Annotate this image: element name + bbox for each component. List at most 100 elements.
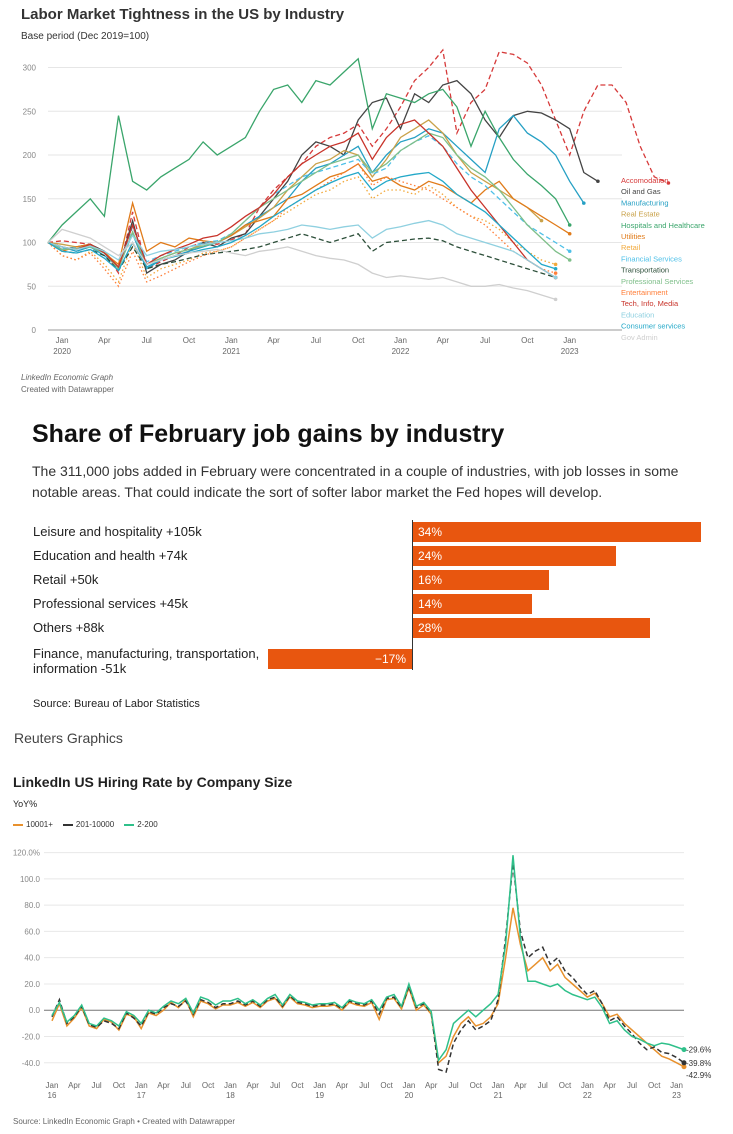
- x-tick-year: 22: [583, 1091, 592, 1100]
- bar-category-label: Others +88k: [33, 620, 104, 635]
- x-tick-label: Jan: [492, 1081, 505, 1090]
- series-end-dot: [567, 231, 572, 236]
- chart2-description: The 311,000 jobs added in February were …: [32, 463, 679, 500]
- chart1-subtitle: Base period (Dec 2019=100): [21, 31, 150, 42]
- x-tick-label: Jan: [670, 1081, 683, 1090]
- bar-value-label: 14%: [418, 597, 443, 611]
- y-tick-label: 100: [23, 239, 37, 248]
- series-end-dot: [567, 249, 572, 254]
- series-end-dot: [567, 258, 572, 262]
- x-tick-label: Oct: [113, 1081, 126, 1090]
- x-tick-year: 18: [226, 1091, 235, 1100]
- x-tick-label: Apr: [514, 1081, 527, 1090]
- chart1-credit: Created with Datawrapper: [21, 385, 114, 394]
- x-tick-year: 2020: [53, 347, 71, 356]
- y-tick-label: 20.0: [24, 980, 40, 989]
- y-tick-label: 150: [23, 195, 37, 204]
- x-tick-label: Jul: [448, 1081, 458, 1090]
- x-tick-year: 19: [315, 1091, 324, 1100]
- x-tick-label: Oct: [559, 1081, 572, 1090]
- series-end-dot: [553, 271, 558, 275]
- end-label: Financial Services: [621, 254, 682, 263]
- x-tick-label: Jan: [581, 1081, 594, 1090]
- bar: [413, 570, 549, 590]
- y-tick-label: 120.0%: [13, 849, 40, 858]
- bar: [268, 649, 412, 669]
- legend-item-10001: 10001+: [13, 820, 53, 829]
- end-label: Retail: [621, 243, 641, 252]
- bar: [413, 522, 701, 542]
- y-tick-label: 50: [27, 282, 36, 291]
- chart3-legend: 10001+ 201-10000 2-200: [13, 820, 158, 829]
- end-label: Accomodation: [621, 176, 669, 185]
- x-tick-label: Oct: [183, 336, 196, 345]
- x-tick-year: 2023: [561, 347, 579, 356]
- x-tick-label: Jul: [480, 336, 490, 345]
- x-tick-year: 2022: [392, 347, 410, 356]
- y-tick-label: -20.0: [22, 1033, 41, 1042]
- end-label: Real Estate: [621, 210, 660, 219]
- reuters-graphics-credit: Reuters Graphics: [14, 730, 123, 746]
- chart1-plot: 0 50 100 150 200 250 300 Jan 2020 Apr Jul Oct Jan 202…: [23, 48, 705, 356]
- chart1-source: LinkedIn Economic Graph: [21, 373, 114, 382]
- bar-category-label: Professional services +45k: [33, 596, 188, 611]
- x-tick-year: 21: [494, 1091, 503, 1100]
- bar-category-line: Others +88k: [33, 620, 105, 635]
- x-tick-label: Apr: [425, 1081, 438, 1090]
- bar-category-line: information -51k: [33, 661, 127, 676]
- y-tick-label: -40.0: [22, 1059, 41, 1068]
- x-tick-year: 17: [137, 1091, 146, 1100]
- end-label: Utilities: [621, 232, 645, 241]
- bar-category-line: Leisure and hospitality +105k: [33, 524, 202, 539]
- x-tick-year: 20: [404, 1091, 413, 1100]
- y-tick-label: 0: [32, 326, 37, 335]
- x-tick-year: 2021: [222, 347, 240, 356]
- series-line-transportation: [47, 233, 556, 279]
- end-label: Transportation: [621, 266, 669, 275]
- x-tick-label: Jan: [402, 1081, 415, 1090]
- bar: [413, 618, 651, 638]
- series-line-retail: [47, 176, 556, 284]
- y-tick-label: 60.0: [24, 927, 40, 936]
- end-label: Entertainment: [621, 288, 669, 297]
- bar-category-label: Leisure and hospitality +105k: [33, 524, 202, 539]
- series-end-dot: [553, 266, 558, 271]
- x-tick-label: Jan: [563, 336, 576, 345]
- series-line-hospitals-and-healthcare: [47, 57, 571, 243]
- series-line-201-10000: [51, 863, 685, 1073]
- legend-item-2-200: 2-200: [124, 820, 158, 829]
- series-line-professional-services: [47, 132, 571, 271]
- end-label: Education: [621, 310, 654, 319]
- chart-industry-tightness: Labor Market Tightness in the US by Indu…: [0, 0, 733, 400]
- x-tick-label: Oct: [648, 1081, 661, 1090]
- series-line-tech-info-media: [47, 119, 556, 279]
- end-label: Professional Services: [621, 277, 693, 286]
- x-tick-label: Oct: [291, 1081, 304, 1090]
- chart1-title: Labor Market Tightness in the US by Indu…: [21, 6, 345, 23]
- x-tick-label: Jul: [359, 1081, 369, 1090]
- x-tick-label: Jul: [270, 1081, 280, 1090]
- bar-axis: [412, 520, 413, 670]
- series-end-dot: [567, 223, 572, 227]
- bar-value-label: 16%: [418, 573, 443, 587]
- x-tick-label: Oct: [521, 336, 534, 345]
- x-tick-label: Apr: [157, 1081, 170, 1090]
- bar-value-label: 28%: [418, 621, 443, 635]
- series-end-dot: [681, 1060, 687, 1066]
- series-end-dot: [553, 297, 558, 302]
- x-tick-label: Apr: [437, 336, 450, 345]
- series-line-entertainment: [47, 162, 556, 288]
- bar: [413, 546, 617, 566]
- x-tick-label: Jul: [91, 1081, 101, 1090]
- bar-category-label: Finance, manufacturing, transportation, i…: [33, 646, 259, 676]
- series-line-accomodation: [47, 48, 669, 275]
- chart2-title: Share of February job gains by industry: [32, 420, 505, 448]
- x-tick-label: Jan: [225, 336, 238, 345]
- end-label: Hospitals and Healthcare: [621, 221, 705, 230]
- y-tick-label: 100.0: [20, 875, 41, 884]
- bar-category-line: Professional services +45k: [33, 596, 188, 611]
- series-line-gov-admin: [47, 228, 556, 301]
- series-end-dot: [539, 218, 544, 223]
- x-tick-year: 16: [48, 1091, 57, 1100]
- x-tick-label: Apr: [68, 1081, 81, 1090]
